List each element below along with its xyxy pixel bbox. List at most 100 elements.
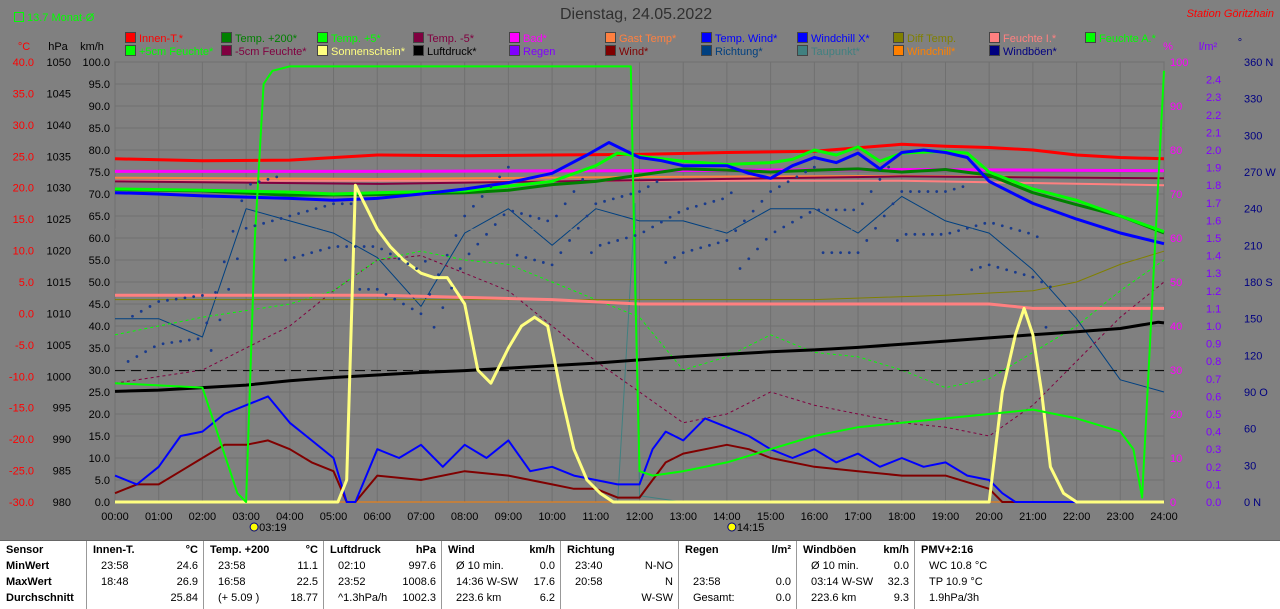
pressure-tick-label: 990: [53, 434, 71, 446]
wind-tick-label: 5.0: [95, 475, 110, 487]
direction-point: [703, 202, 707, 206]
direction-point: [856, 251, 860, 255]
direction-point: [402, 302, 405, 306]
direction-tick-label: 90 O: [1244, 387, 1268, 399]
column-title: Regen: [685, 544, 719, 556]
direction-point: [284, 258, 287, 262]
legend-label: Feuchte I.*: [1003, 33, 1057, 45]
direction-point: [729, 191, 733, 195]
cell-time: 23:58: [693, 576, 721, 588]
rain-tick-label: 0.6: [1206, 391, 1221, 403]
direction-point: [375, 287, 379, 291]
direction-point: [310, 251, 314, 255]
direction-point: [214, 290, 217, 294]
legend-item: +5cm Feuchte*: [125, 45, 213, 58]
direction-point: [987, 263, 991, 267]
direction-point: [235, 257, 239, 261]
temp-unit: °C: [18, 41, 30, 53]
series-line: [114, 175, 1165, 185]
direction-point: [751, 209, 755, 213]
percent-unit: %: [1163, 41, 1173, 53]
legend-swatch: [797, 32, 808, 43]
direction-point: [275, 175, 279, 179]
pressure-tick-label: 1015: [47, 277, 71, 289]
series-line: [115, 168, 1165, 173]
direction-point: [319, 248, 322, 252]
cell-time: ^1.3hPa/h: [338, 592, 388, 604]
direction-point: [152, 345, 156, 349]
direction-point: [432, 325, 436, 329]
wind-tick-label: 85.0: [89, 123, 110, 135]
direction-point: [445, 253, 449, 257]
direction-point: [979, 265, 982, 269]
temp-tick-label: -20.0: [9, 434, 34, 446]
column-unit: km/h: [529, 544, 555, 556]
x-tick-label: 06:00: [363, 511, 391, 523]
degree-unit: °: [1238, 37, 1242, 49]
x-tick-label: 13:00: [669, 511, 697, 523]
legend-label: Regen: [523, 46, 556, 58]
x-tick-label: 17:00: [844, 511, 872, 523]
direction-point: [944, 190, 947, 193]
pressure-tick-label: 980: [53, 497, 71, 509]
direction-tick-label: 330: [1244, 94, 1262, 106]
direction-point: [292, 256, 296, 259]
direction-point: [502, 213, 506, 217]
cell-time: 223.6 km: [811, 592, 857, 604]
direction-point: [493, 223, 497, 226]
stats-column: Luftdruck hPa 02:10 997.6 23:52 1008.6 ^1.3hPa…: [323, 541, 442, 609]
direction-point: [157, 300, 161, 303]
rain-tick-label: 0.4: [1206, 427, 1221, 439]
direction-point: [764, 237, 768, 241]
direction-point: [323, 204, 327, 208]
direction-point: [485, 232, 488, 236]
legend-item: Sonnenschein*: [317, 45, 405, 58]
direction-point: [345, 245, 349, 248]
direction-point: [895, 239, 899, 242]
monthly-avg-icon: [14, 12, 24, 22]
direction-tick-label: 180 S: [1244, 277, 1273, 289]
legend-label: Richtung*: [715, 46, 763, 58]
direction-point: [624, 236, 628, 240]
legend-item: Wind*: [605, 45, 648, 58]
direction-point: [926, 190, 930, 193]
direction-point: [472, 204, 475, 208]
rain-unit: l/m²: [1199, 41, 1218, 53]
direction-point: [961, 185, 965, 189]
corner-label: 13.7 Monat-Ø: [14, 12, 94, 24]
legend-swatch: [701, 32, 712, 43]
stats-column: Regen l/m² 23:58 0.0 Gesamt: 0.0: [678, 541, 797, 609]
series-line: [114, 439, 1164, 503]
direction-point: [201, 294, 204, 297]
legend-label: Temp. Wind*: [715, 33, 778, 45]
weather-chart: 00:00 01:00 02:00 03:00 04:00 05:00 06:00 07:00…: [9, 37, 1276, 534]
direction-point: [367, 287, 370, 291]
direction-point: [314, 207, 318, 211]
direction-point: [1000, 224, 1004, 228]
direction-point: [887, 165, 891, 169]
rain-tick-label: 0.7: [1206, 374, 1221, 386]
direction-point: [694, 204, 698, 208]
cell-time: 23:40: [575, 560, 603, 572]
rain-tick-label: 1.4: [1206, 251, 1221, 263]
direction-point: [773, 230, 777, 234]
direction-point: [629, 192, 633, 196]
direction-point: [891, 202, 895, 206]
direction-point: [423, 259, 427, 263]
column-unit: km/h: [883, 544, 909, 556]
stats-column: Windböen km/h Ø 10 min. 0.0 03:14 W-SW 32.3 22…: [796, 541, 915, 609]
temp-tick-label: -30.0: [9, 497, 34, 509]
direction-point: [913, 232, 917, 236]
direction-point: [249, 182, 252, 186]
x-tick-label: 08:00: [451, 511, 479, 523]
wind-tick-label: 50.0: [89, 277, 110, 289]
wind-tick-label: 0.0: [95, 497, 110, 509]
direction-point: [948, 231, 952, 235]
direction-point: [380, 247, 384, 251]
direction-point: [161, 342, 165, 346]
wind-tick-label: 100.0: [82, 57, 110, 69]
legend-item: Windchill X*: [797, 32, 870, 45]
pressure-tick-label: 1010: [47, 308, 71, 320]
direction-point: [362, 245, 366, 248]
direction-tick-label: 120: [1244, 350, 1262, 362]
